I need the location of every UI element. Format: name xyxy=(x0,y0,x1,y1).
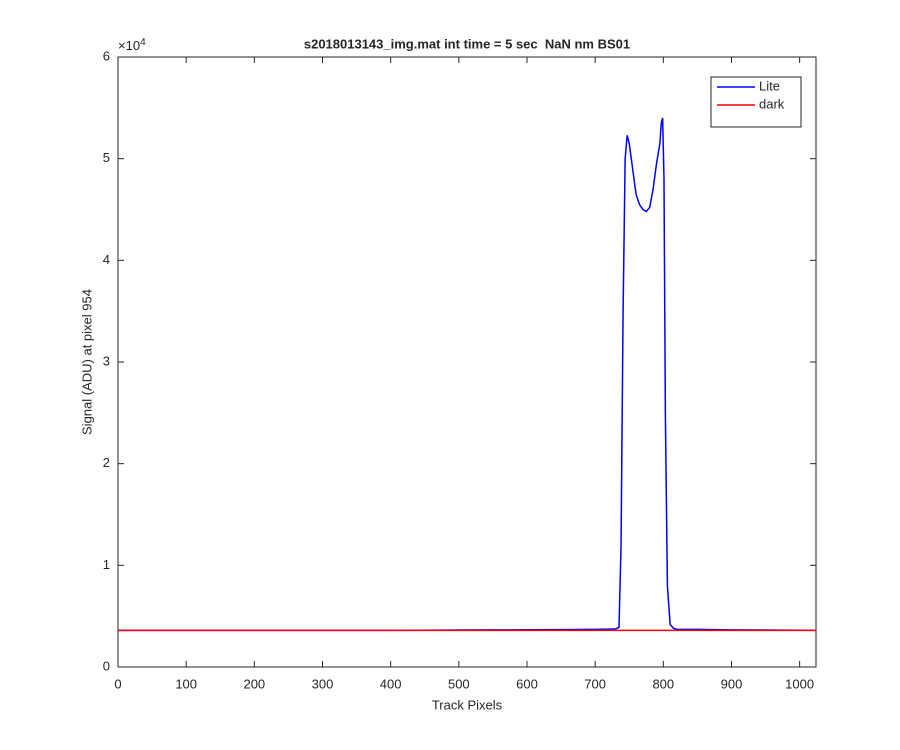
x-tick-label: 500 xyxy=(448,676,470,691)
x-tick-label: 300 xyxy=(312,676,334,691)
x-axis-label: Track Pixels xyxy=(432,697,503,712)
x-tick-label: 900 xyxy=(721,676,743,691)
x-tick-label: 700 xyxy=(584,676,606,691)
chart-title: s2018013143_img.mat int time = 5 sec NaN… xyxy=(304,36,630,51)
y-tick-label: 5 xyxy=(103,150,110,165)
y-tick-label: 4 xyxy=(103,252,110,267)
legend-label: dark xyxy=(759,96,785,111)
y-multiplier-exponent: 4 xyxy=(140,37,146,48)
legend-box xyxy=(710,76,802,128)
axes-box xyxy=(117,56,817,668)
legend-label: Lite xyxy=(759,78,780,93)
x-tick-label: 600 xyxy=(516,676,538,691)
x-tick-label: 800 xyxy=(652,676,674,691)
y-tick-label: 0 xyxy=(103,658,110,673)
x-tick-label: 0 xyxy=(114,676,121,691)
y-tick-label: 2 xyxy=(103,455,110,470)
y-tick-label: 1 xyxy=(103,557,110,572)
x-tick-label: 1000 xyxy=(785,676,814,691)
y-multiplier: ×104 xyxy=(118,37,146,54)
y-multiplier-base: ×10 xyxy=(118,38,140,53)
x-tick-label: 400 xyxy=(380,676,402,691)
x-tick-label: 100 xyxy=(175,676,197,691)
y-tick-label: 3 xyxy=(103,353,110,368)
y-axis-label: Signal (ADU) at pixel 954 xyxy=(79,289,94,435)
x-tick-label: 200 xyxy=(243,676,265,691)
y-tick-label: 6 xyxy=(103,48,110,63)
